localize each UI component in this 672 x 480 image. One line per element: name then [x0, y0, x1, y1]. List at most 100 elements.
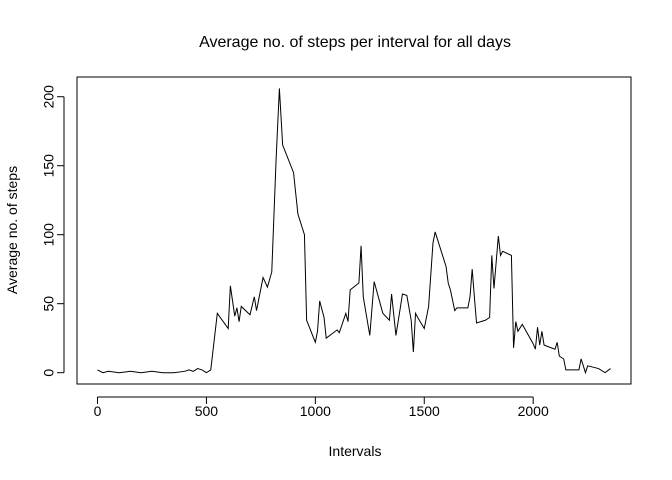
data-point — [598, 368, 600, 370]
y-tick-label: 150 — [41, 154, 57, 178]
data-point — [417, 317, 419, 319]
y-tick-label: 200 — [41, 85, 57, 109]
data-point — [201, 369, 203, 371]
data-point — [541, 330, 543, 332]
data-point — [315, 342, 317, 344]
data-point — [193, 371, 195, 373]
data-point — [410, 319, 412, 321]
data-point — [240, 306, 242, 308]
data-point — [230, 285, 232, 287]
data-point — [576, 369, 578, 371]
data-point — [489, 317, 491, 319]
data-point — [216, 313, 218, 315]
data-point — [521, 324, 523, 326]
data-point — [502, 250, 504, 252]
data-point — [556, 342, 558, 344]
data-point — [537, 326, 539, 328]
data-point — [539, 344, 541, 346]
data-point — [362, 296, 364, 298]
data-point — [210, 369, 212, 371]
data-point — [184, 371, 186, 373]
data-point — [297, 213, 299, 215]
data-point — [336, 329, 338, 331]
data-point — [543, 344, 545, 346]
data-point — [197, 368, 199, 370]
data-point — [406, 295, 408, 297]
y-axis-title: Average no. of steps — [4, 166, 20, 294]
x-tick-label: 500 — [195, 403, 219, 419]
y-tick-label: 100 — [41, 223, 57, 247]
data-points — [97, 88, 612, 374]
data-point — [467, 307, 469, 309]
data-point — [108, 371, 110, 373]
data-point — [323, 317, 325, 319]
chart-title: Average no. of steps per interval for al… — [199, 34, 511, 51]
y-tick-label: 0 — [41, 369, 57, 377]
data-point — [413, 351, 415, 353]
data-point — [513, 347, 515, 349]
data-point — [271, 271, 273, 273]
data-point — [415, 313, 417, 315]
data-point — [206, 372, 208, 374]
data-point — [293, 172, 295, 174]
data-point — [151, 371, 153, 373]
y-axis: 0 50 100 150 200 — [41, 85, 65, 377]
data-point — [140, 372, 142, 374]
data-point — [423, 328, 425, 330]
data-point — [484, 319, 486, 321]
data-point — [249, 314, 251, 316]
data-point — [254, 296, 256, 298]
data-point — [173, 372, 175, 374]
data-point — [450, 289, 452, 291]
data-point — [476, 322, 478, 324]
series-line — [97, 88, 611, 375]
data-point — [306, 319, 308, 321]
data-point — [262, 277, 264, 279]
data-point — [469, 296, 471, 298]
data-point — [276, 135, 278, 137]
data-point — [234, 315, 236, 317]
data-point — [445, 266, 447, 268]
data-point — [500, 255, 502, 257]
data-point — [432, 242, 434, 244]
data-point — [454, 310, 456, 312]
data-point — [587, 365, 589, 367]
data-point — [188, 369, 190, 371]
data-point — [97, 369, 99, 371]
data-point — [369, 335, 371, 337]
data-point — [236, 307, 238, 309]
data-point — [338, 332, 340, 334]
data-point — [517, 330, 519, 332]
data-point — [604, 372, 606, 374]
data-point — [511, 255, 513, 257]
data-point — [428, 306, 430, 308]
data-point — [162, 372, 164, 374]
data-point — [395, 335, 397, 337]
data-point — [493, 288, 495, 290]
data-point — [565, 369, 567, 371]
x-tick-label: 0 — [94, 403, 102, 419]
data-point — [349, 289, 351, 291]
data-point — [373, 281, 375, 283]
data-point — [238, 321, 240, 323]
data-point — [402, 293, 404, 295]
data-point — [325, 337, 327, 339]
data-point — [456, 307, 458, 309]
x-axis-title: Intervals — [329, 443, 382, 459]
data-point — [491, 255, 493, 257]
data-point — [358, 282, 360, 284]
data-point — [610, 368, 612, 370]
data-point — [267, 286, 269, 288]
data-point — [304, 234, 306, 236]
data-point — [279, 88, 281, 90]
data-point — [360, 245, 362, 247]
data-point — [391, 293, 393, 295]
x-tick-label: 1000 — [300, 403, 331, 419]
data-point — [471, 268, 473, 270]
data-point — [347, 321, 349, 323]
data-point — [282, 144, 284, 146]
x-tick-label: 2000 — [518, 403, 549, 419]
data-point — [275, 158, 277, 160]
data-point — [554, 348, 556, 350]
